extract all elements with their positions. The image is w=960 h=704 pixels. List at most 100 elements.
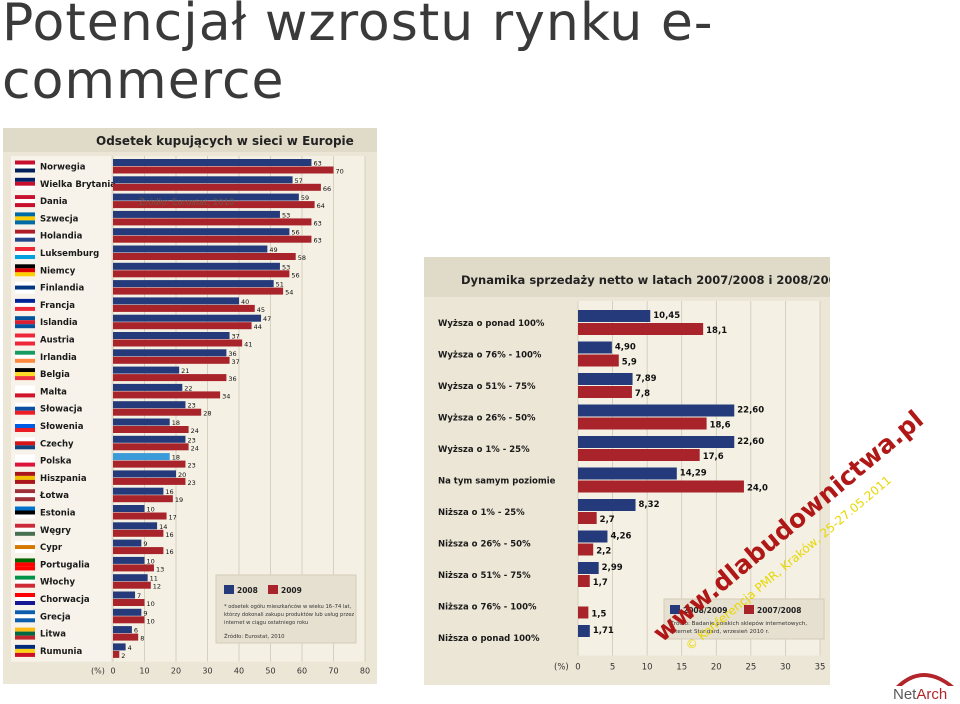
- country-flag-icon: [15, 610, 35, 623]
- chart1-value-2009: 16: [165, 548, 173, 556]
- chart2-x-tick-label: 20: [711, 663, 722, 673]
- chart2-row: Niższa o 26% - 50% 4,26 2,2: [438, 530, 632, 557]
- flag-stripe: [15, 479, 35, 484]
- chart1-bar-2009: [113, 547, 164, 555]
- country-flag-icon: [15, 195, 35, 208]
- chart1-bar-2009: [113, 564, 154, 572]
- netarch-logo-text: NetArch: [893, 686, 948, 703]
- chart1-bar-2008: [113, 453, 170, 461]
- chart2-value-2008-2009: 4,26: [610, 532, 631, 542]
- flag-stripe: [15, 264, 35, 269]
- chart1-value-2008: 10: [147, 557, 155, 565]
- chart1-category-label: Cypr: [40, 543, 63, 553]
- chart1-value-2008: 18: [172, 419, 180, 427]
- chart1-row: Malta 22 34: [15, 383, 230, 400]
- chart2-bar-2008-2009: [578, 625, 590, 637]
- chart1-value-2008: 9: [143, 609, 147, 617]
- chart1-value-2009: 28: [203, 410, 211, 418]
- chart1-category-label: Austria: [40, 336, 75, 346]
- flag-stripe: [15, 597, 35, 601]
- chart1-bar-2009: [113, 599, 145, 606]
- chart2-bar-2007-2008: [578, 575, 590, 587]
- chart1-category-label: Holandia: [40, 232, 83, 242]
- chart2-x-tick-label: 25: [745, 663, 756, 673]
- flag-stripe: [15, 420, 35, 424]
- chart1-bar-2009: [113, 477, 186, 485]
- flag-stripe: [15, 185, 35, 190]
- chart2-row: Wyższa o 1% - 25% 22,60 17,6: [438, 436, 764, 462]
- country-flag-icon: [15, 298, 35, 311]
- chart2-category-label: Niższa o 76% - 100%: [438, 603, 537, 613]
- chart1-x-tick-label: 0: [110, 667, 115, 676]
- chart2-source-line: Internet Standard, wrzesień 2010 r.: [670, 628, 769, 635]
- chart2-bar-2007-2008: [578, 480, 744, 493]
- chart1-x-tick-label: 60: [297, 667, 307, 676]
- flag-stripe: [15, 652, 35, 657]
- chart1-bar-2009: [113, 650, 120, 658]
- chart1-value-2009: 24: [191, 427, 199, 435]
- chart1-category-label: Grecja: [40, 612, 71, 622]
- chart1-category-label: Polska: [40, 457, 72, 467]
- chart1-bar-2009: [113, 270, 290, 278]
- flag-stripe: [15, 298, 35, 303]
- chart2-value-2007-2008: 1,5: [591, 610, 606, 620]
- flag-stripe: [15, 458, 35, 463]
- flag-stripe: [15, 527, 35, 532]
- chart1-value-2008: 20: [178, 471, 186, 479]
- flag-stripe: [15, 354, 35, 359]
- chart1-x-tick-label: 10: [139, 667, 149, 676]
- chart1-category-label: Niemcy: [40, 266, 76, 276]
- chart2-category-label: Wyższa o ponad 100%: [438, 319, 545, 329]
- chart1-bar-2009: [113, 356, 230, 364]
- chart1-value-2009: 34: [222, 392, 230, 400]
- chart1-bar-2008: [113, 505, 145, 512]
- chart1-bar-2009: [113, 253, 296, 260]
- chart1-value-2008: 53: [282, 263, 290, 271]
- flag-stripe: [15, 376, 35, 381]
- flag-stripe: [15, 216, 35, 221]
- chart2-value-2008-2009: 8,32: [639, 500, 660, 510]
- chart2-row: Na tym samym poziomie 14,29 24,0: [438, 467, 768, 494]
- chart1-bar-2008: [113, 608, 142, 616]
- chart1-value-2008: 57: [295, 177, 303, 185]
- chart1-bar-2009: [113, 633, 139, 641]
- chart2-value-2007-2008: 2,2: [596, 547, 611, 557]
- chart2-x-tick-label: 5: [610, 663, 615, 673]
- chart1-value-2009: 23: [187, 479, 195, 487]
- chart1-value-2008: 59: [301, 194, 309, 202]
- flag-stripe: [15, 489, 35, 494]
- legend-swatch-2007-2008: [744, 605, 754, 614]
- chart1-row: Dania 59 64: [15, 193, 325, 210]
- legend-label-2009: 2009: [281, 586, 302, 595]
- chart2-row: Wyższa o ponad 100% 10,45 18,1: [438, 310, 727, 336]
- flag-stripe: [15, 610, 35, 615]
- legend-swatch-2009: [268, 585, 278, 594]
- chart1-value-2008: 56: [291, 229, 299, 237]
- country-flag-icon: [15, 160, 35, 173]
- chart2-bar-2008-2009: [578, 310, 651, 322]
- flag-stripe: [15, 237, 35, 242]
- country-flag-icon: [15, 229, 35, 242]
- flag-stripe: [15, 247, 35, 251]
- chart1-bar-2008: [113, 332, 230, 339]
- chart2-x-tick-label: 35: [815, 663, 826, 673]
- flag-stripe: [15, 566, 35, 571]
- chart2-bar-2008-2009: [578, 562, 599, 574]
- chart2-x-tick-label: 15: [676, 663, 687, 673]
- flag-stripe: [15, 514, 35, 519]
- chart2-row: Niższa o 51% - 75% 2,99 1,7: [438, 562, 623, 588]
- chart1-value-2008: 6: [134, 627, 138, 635]
- chart2-bar-2008-2009: [578, 373, 633, 385]
- chart1-value-2008: 9: [143, 540, 147, 548]
- chart1-bar-2009: [113, 426, 189, 433]
- chart1-value-2008: 47: [263, 315, 271, 323]
- legend-swatch-2008-2009: [670, 605, 680, 614]
- flag-stripe: [15, 445, 35, 450]
- country-flag-icon: [15, 644, 35, 657]
- chart2-value-2007-2008: 2,7: [600, 515, 615, 525]
- chart1-source: Źródło: Eurostat, 2010: [224, 632, 285, 640]
- flag-stripe: [15, 644, 35, 649]
- chart2-category-label: Wyższa o 51% - 75%: [438, 382, 536, 392]
